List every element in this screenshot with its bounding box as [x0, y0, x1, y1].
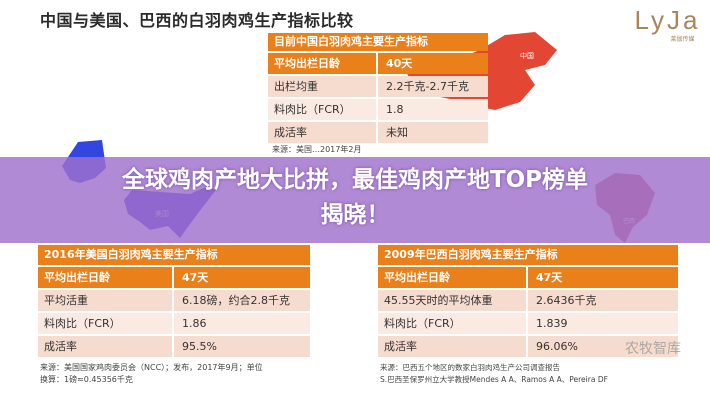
cell-value: 2.6436千克	[536, 294, 597, 307]
cell-label: 料肉比（FCR）	[268, 99, 378, 120]
cell-label: 45.55天时的平均体重	[378, 290, 528, 311]
china-map-label: 中国	[520, 51, 534, 60]
usa-table: 2016年美国白羽肉鸡主要生产指标 平均出栏日龄 47天 平均活重 6.18磅，约合…	[38, 245, 310, 357]
watermark: 农牧智库	[625, 341, 681, 357]
china-source: 来源：美国…2017年2月	[272, 145, 362, 154]
cell-label: 平均出栏日龄	[268, 53, 378, 74]
brazil-table: 2009年巴西白羽肉鸡主要生产指标 平均出栏日龄 47天 45.55天时的平均体重…	[378, 245, 678, 357]
headline-line2: 揭晓！	[320, 202, 390, 228]
table-row: 料肉比（FCR） 1.8	[268, 99, 488, 120]
table-row: 料肉比（FCR） 1.86	[38, 313, 310, 334]
cell-value: 1.8	[386, 103, 404, 116]
cell-label: 料肉比（FCR）	[38, 313, 174, 334]
brazil-source: 来源：巴西五个地区的数家白羽肉鸡生产公司调查报告 S.巴西圣保罗州立大学教授Me…	[380, 362, 608, 386]
china-table-header: 目前中国白羽肉鸡主要生产指标	[268, 33, 488, 51]
table-row: 成活率 96.06%	[378, 336, 678, 357]
table-row: 平均出栏日龄 47天	[378, 267, 678, 288]
cell-label: 成活率	[38, 336, 174, 357]
cell-value: 47天	[182, 271, 209, 284]
logo-text: LyJa	[634, 5, 701, 35]
cell-label: 平均出栏日龄	[38, 267, 174, 288]
table-row: 平均出栏日龄 40天	[268, 53, 488, 74]
cell-value: 未知	[386, 126, 408, 139]
table-row: 平均出栏日龄 47天	[38, 267, 310, 288]
brazil-source-line1: 来源：巴西五个地区的数家白羽肉鸡生产公司调查报告	[380, 363, 560, 372]
cell-value: 40天	[386, 57, 413, 70]
cell-label: 平均活重	[38, 290, 174, 311]
cell-label: 成活率	[268, 122, 378, 143]
logo-subtitle: 莱伽传媒	[670, 36, 695, 43]
brazil-source-line2: S.巴西圣保罗州立大学教授Mendes A A、Ramos A A、Pereir…	[380, 375, 608, 384]
china-table: 目前中国白羽肉鸡主要生产指标 平均出栏日龄 40天 出栏均重 2.2千克-2.7千克…	[268, 33, 488, 143]
table-row: 成活率 95.5%	[38, 336, 310, 357]
cell-value: 1.86	[182, 317, 207, 330]
table-row: 料肉比（FCR） 1.839	[378, 313, 678, 334]
headline: 全球鸡肉产地大比拼，最佳鸡肉产地TOP榜单 揭晓！	[0, 163, 710, 233]
usa-table-header: 2016年美国白羽肉鸡主要生产指标	[38, 245, 310, 265]
cell-label: 成活率	[378, 336, 528, 357]
table-row: 45.55天时的平均体重 2.6436千克	[378, 290, 678, 311]
cell-label: 平均出栏日龄	[378, 267, 528, 288]
cell-value: 96.06%	[536, 340, 578, 353]
logo: LyJa 莱伽传媒	[630, 6, 705, 43]
cell-label: 料肉比（FCR）	[378, 313, 528, 334]
usa-source-line2: 换算：1磅≈0.45356千克	[40, 375, 133, 384]
table-row: 成活率 未知	[268, 122, 488, 143]
cell-value: 95.5%	[182, 340, 217, 353]
headline-line1: 全球鸡肉产地大比拼，最佳鸡肉产地TOP榜单	[121, 167, 589, 193]
table-row: 出栏均重 2.2千克-2.7千克	[268, 76, 488, 97]
cell-value: 2.2千克-2.7千克	[386, 80, 469, 93]
headline-band	[0, 157, 710, 243]
cell-value: 47天	[536, 271, 563, 284]
cell-value: 1.839	[536, 317, 568, 330]
cell-value: 6.18磅，约合2.8千克	[182, 294, 290, 307]
brazil-table-header: 2009年巴西白羽肉鸡主要生产指标	[378, 245, 678, 265]
usa-source-line1: 来源：美国国家鸡肉委员会（NCC）；发布，2017年9月；单位	[40, 363, 263, 372]
page-title: 中国与美国、巴西的白羽肉鸡生产指标比较	[40, 11, 354, 30]
table-row: 平均活重 6.18磅，约合2.8千克	[38, 290, 310, 311]
cell-label: 出栏均重	[268, 76, 378, 97]
usa-source: 来源：美国国家鸡肉委员会（NCC）；发布，2017年9月；单位 换算：1磅≈0.…	[40, 362, 263, 386]
